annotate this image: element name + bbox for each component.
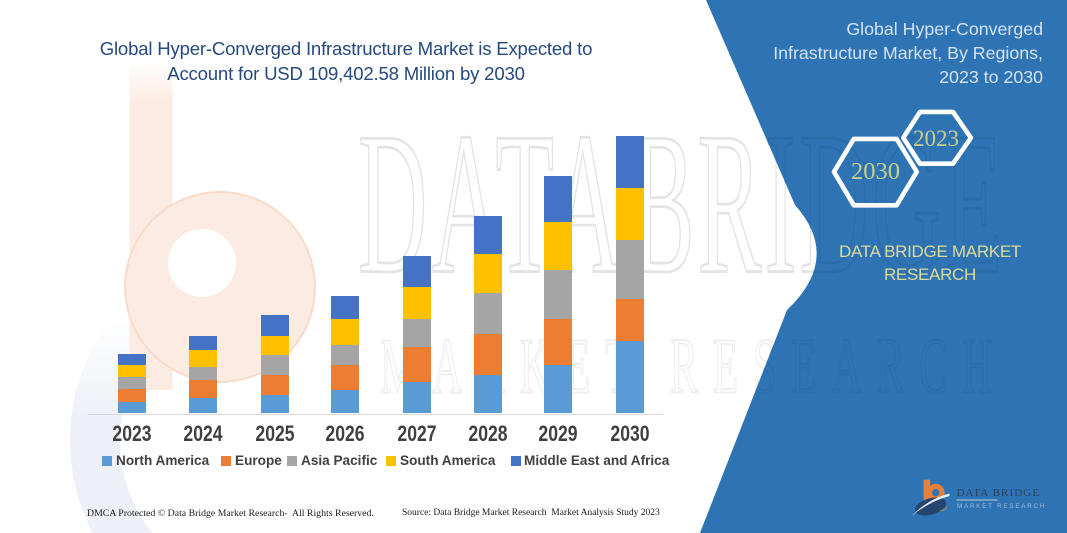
svg-text:2030: 2030 [851, 158, 900, 185]
svg-text:MARKET RESEARCH: MARKET RESEARCH [957, 503, 1046, 510]
svg-text:2023: 2023 [913, 126, 959, 151]
svg-text:DATA BRIDGE: DATA BRIDGE [957, 487, 1041, 499]
